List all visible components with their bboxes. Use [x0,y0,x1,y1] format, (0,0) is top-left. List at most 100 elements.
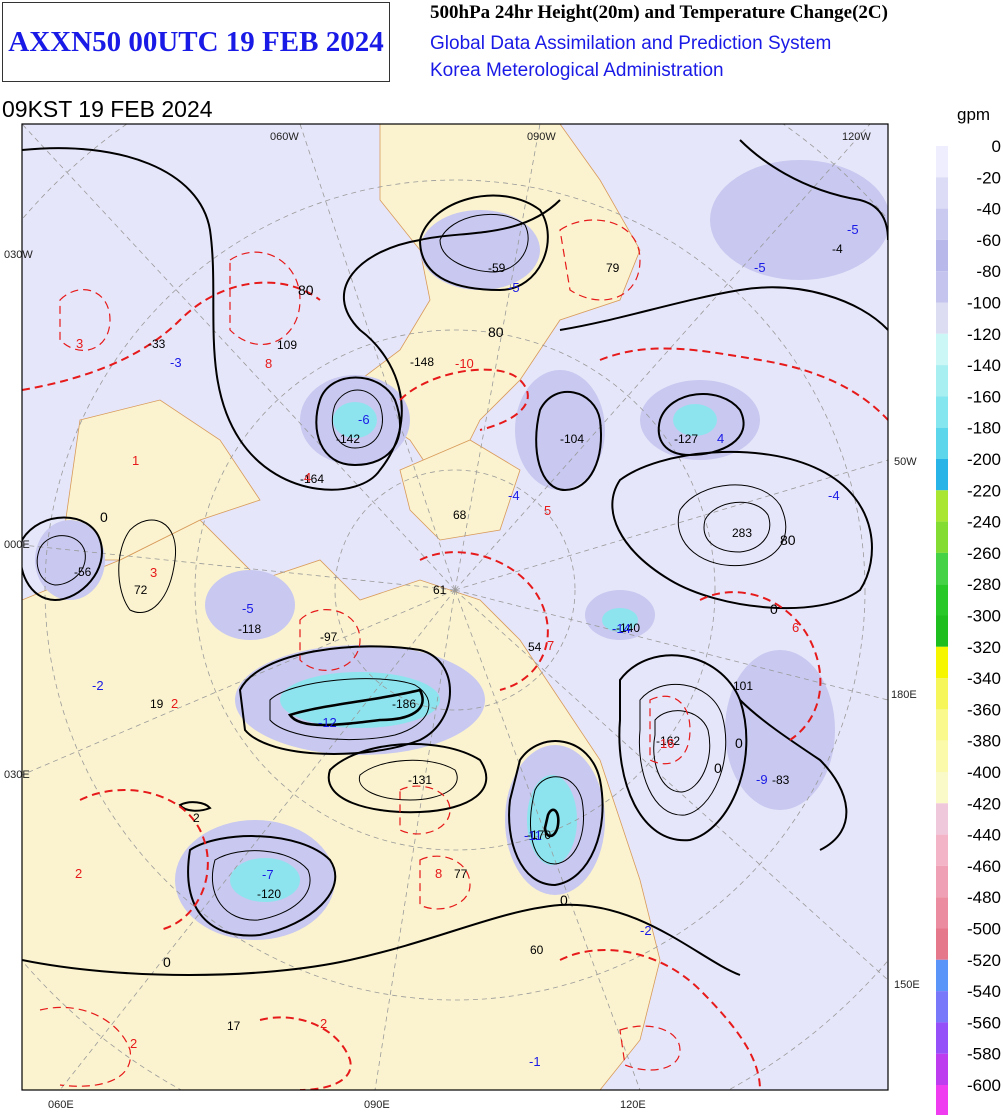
legend-bar [936,146,948,1115]
contour-value-label: 0 [163,954,171,970]
legend-level-label: -480 [967,888,1001,907]
legend-swatch [936,928,948,960]
temperature-change-label: -11 [524,828,542,843]
shade-area-4 [420,210,540,290]
shade-core-9 [602,608,638,632]
legend-swatch [936,959,948,992]
graticule-label: 120E [620,1099,646,1111]
temperature-change-label: -1 [529,1054,541,1069]
height-change-label: -59 [488,261,506,275]
height-contours [22,139,888,976]
legend-level-label: -200 [967,450,1001,469]
temperature-change-label: 5 [544,503,551,518]
temperature-change-label: 6 [792,620,799,635]
temperature-change-label: -4 [828,488,840,503]
temperature-change-label: -5 [508,280,520,295]
contour-value-label: 0 [770,601,778,617]
legend-swatch [936,803,948,835]
temperature-change-label: -9 [756,772,768,787]
contour-value-label: 0 [560,892,568,908]
shade-area-12 [35,520,105,600]
shade-core-7 [230,858,300,902]
height-change-label: -97 [320,630,338,644]
shade-area-10 [725,650,835,810]
legend-swatch [936,615,948,647]
height-change-label: 79 [606,261,620,275]
legend-unit: gpm [957,105,991,124]
legend-swatch [936,459,948,491]
valid-time: 09KST 19 FEB 2024 [2,96,213,122]
legend-level-label: -40 [976,200,1001,219]
height-change-label: 61 [433,583,447,597]
temperature-contours [22,219,888,1090]
height-change-label: 283 [732,526,752,540]
height-change-label: -131 [408,773,432,787]
graticule-label: 030W [4,249,33,261]
legend-level-label: -140 [967,356,1001,375]
legend-level-label: -420 [967,794,1001,813]
legend-swatch [936,271,948,303]
legend-level-label: -600 [967,1076,1001,1095]
shade-core-6 [527,775,577,865]
legend-swatch [936,865,948,898]
legend-level-label: -560 [967,1013,1001,1032]
legend-swatch [936,333,948,366]
temperature-change-label: -2 [92,678,104,693]
graticule-label: 090W [527,131,556,143]
legend-level-label: -540 [967,982,1001,1001]
temperature-change-label: 8 [265,356,272,371]
graticule-label: 090E [364,1099,390,1111]
height-change-label: 60 [530,943,544,957]
temperature-change-label: -5 [847,222,859,237]
legend-level-label: -360 [967,700,1001,719]
temperature-change-label: -2 [640,923,652,938]
height-change-label: -104 [560,432,584,446]
temperature-change-label: 3 [150,565,157,580]
legend-level-label: -220 [967,481,1001,500]
contour-value-label: 0 [735,735,743,751]
graticule-label: 000E [4,539,30,551]
legend-swatch [936,991,948,1023]
temperature-change-label: 2 [320,1016,327,1031]
contour-value-label: 80 [488,324,504,340]
legend-level-label: -240 [967,513,1001,532]
legend-swatch [936,146,948,178]
temperature-change-label: 2 [171,696,178,711]
legend-swatch [936,302,948,334]
temperature-change-label: 3 [76,336,83,351]
legend-level-label: -320 [967,638,1001,657]
height-change-label: 77 [454,867,468,881]
shade-core-3 [673,404,717,436]
height-change-label: -120 [257,887,281,901]
legend-swatch [936,1053,948,1085]
graticule [22,124,888,1090]
legend-level-label: -280 [967,575,1001,594]
contour-value-label: 80 [780,532,796,548]
temperature-change-label: -6 [358,412,370,427]
contour-value-label: 0 [714,760,722,776]
height-change-label: -127 [674,432,698,446]
legend-level-label: -340 [967,669,1001,688]
legend-swatch [936,521,948,553]
legend-swatch [936,678,948,710]
legend-swatch [936,1085,948,1115]
legend-level-label: -260 [967,544,1001,563]
temperature-change-label: -5 [754,260,766,275]
height-change-label: -148 [410,355,434,369]
height-change-label: 101 [733,679,753,693]
agency-line-1: Global Data Assimilation and Prediction … [430,33,832,54]
legend-swatch [936,772,948,804]
graticule-label: 50W [894,456,917,468]
height-change-label: 2 [193,811,200,825]
height-change-label: -142 [336,432,360,446]
height-change-label: 72 [134,583,148,597]
legend-swatch [936,396,948,428]
legend-level-label: -380 [967,732,1001,751]
legend-swatch [936,177,948,209]
shade-area-11 [710,160,888,280]
land-greenland [399,439,521,541]
height-change-label: 109 [277,338,297,352]
height-change-label: 54 [528,640,542,654]
legend-level-label: -180 [967,419,1001,438]
